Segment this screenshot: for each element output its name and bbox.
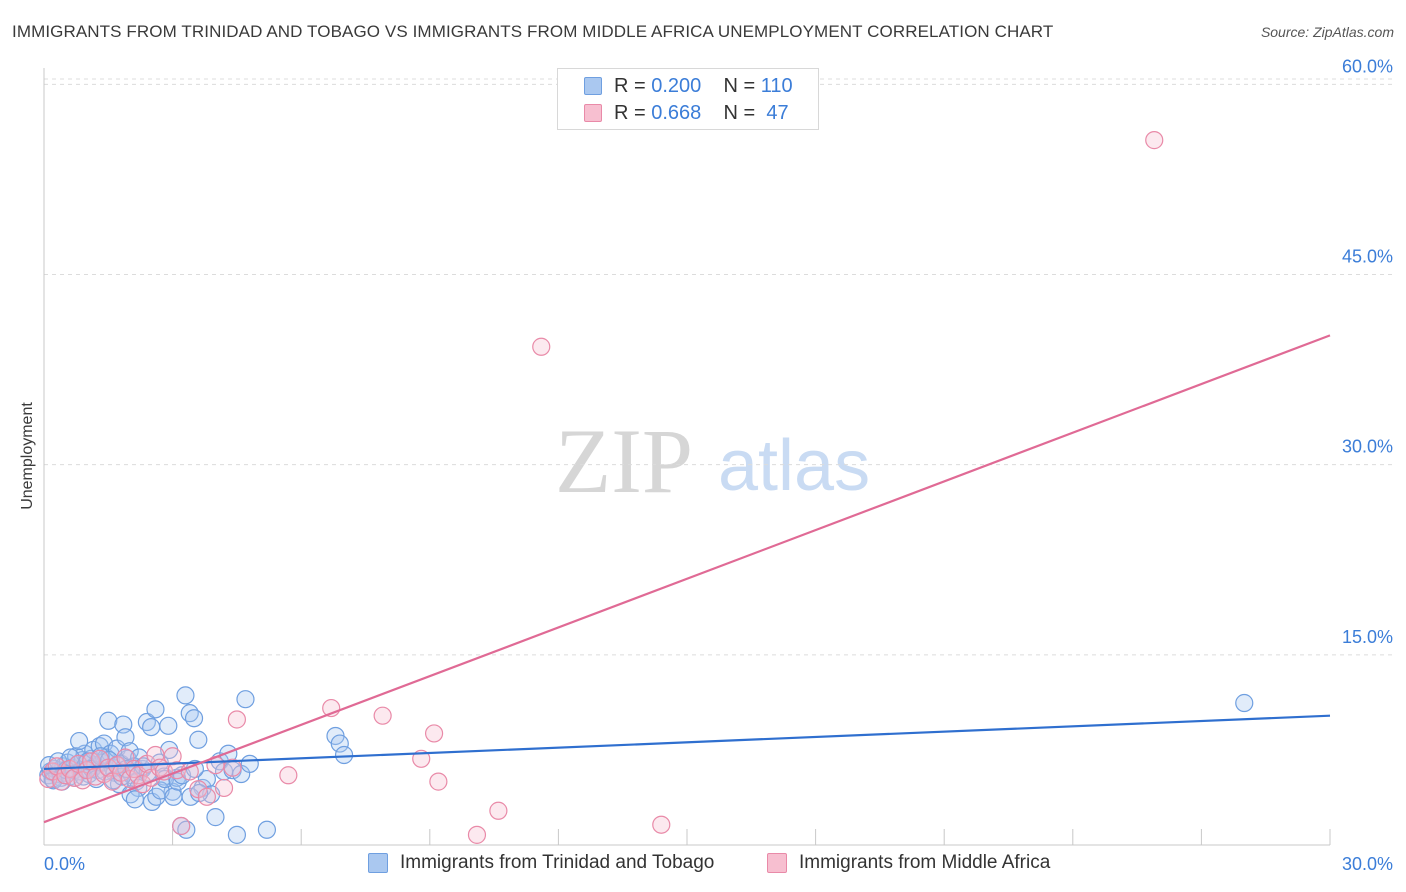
tick-labels: 15.0% 30.0% 45.0% 60.0% 0.0% 30.0% [44,56,1393,874]
data-point-middle-africa [214,778,234,798]
data-point-trinidad [206,808,225,827]
data-point-trinidad [240,754,259,773]
legend-text: R = 0.200 N = 110 [614,75,793,98]
series-label-middle-africa: Immigrants from Middle Africa [799,852,1051,873]
data-point-middle-africa [1145,131,1164,150]
n-label: N = [723,75,756,97]
data-point-middle-africa [172,816,191,836]
data-point-trinidad [1235,693,1254,713]
legend-swatch-pink [584,104,602,122]
data-point-middle-africa [652,815,671,834]
data-point-middle-africa [223,758,242,777]
n-value-pink: 47 [766,102,789,124]
data-point-middle-africa [489,801,508,820]
data-point-middle-africa [373,706,392,725]
x-tick-label: 0.0% [44,854,85,874]
legend-text: R = 0.668 N = 47 [614,102,789,125]
y-tick-label: 15.0% [1342,627,1393,647]
data-point-middle-africa [227,710,246,729]
data-point-middle-africa [532,337,551,356]
chart-title: IMMIGRANTS FROM TRINIDAD AND TOBAGO VS I… [12,22,1054,41]
data-point-trinidad [159,716,178,735]
data-point-trinidad [176,686,195,705]
data-point-middle-africa [467,825,487,844]
data-point-trinidad [184,709,204,728]
data-point-middle-africa [163,747,182,766]
trend-lines [43,334,1331,824]
grid-lines [44,78,1392,656]
data-point-trinidad [142,717,161,737]
data-point-middle-africa [197,787,216,806]
watermark: ZIP atlas [555,410,870,512]
trend-line-middle-africa [43,334,1331,824]
data-point-trinidad [227,825,246,844]
y-tick-label: 30.0% [1342,437,1393,457]
data-point-trinidad [189,730,208,749]
data-point-trinidad [116,728,135,747]
data-point-middle-africa [279,766,298,785]
axes [43,68,1331,846]
data-point-trinidad [236,690,255,709]
source-credit: Source: ZipAtlas.com [1260,24,1394,40]
r-label: R = [614,102,646,124]
series-swatch-pink [767,853,787,873]
data-point-trinidad [99,711,118,730]
stats-legend: R = 0.200 N = 110 R = 0.668 N = 47 [557,68,819,130]
y-tick-label: 60.0% [1342,56,1393,76]
data-point-trinidad [334,745,354,765]
data-point-trinidad [146,700,165,719]
y-tick-label: 45.0% [1342,246,1393,266]
data-point-trinidad [70,731,89,751]
data-point-trinidad [181,787,200,806]
x-tick-label: 30.0% [1342,854,1393,874]
data-point-trinidad [125,790,144,809]
trend-line-trinidad [43,714,1331,771]
r-value-pink: 0.668 [651,102,702,124]
n-value-blue: 110 [760,75,793,97]
r-value-blue: 0.200 [651,75,702,97]
data-point-trinidad [164,787,183,806]
series-label-trinidad: Immigrants from Trinidad and Tobago [400,852,715,873]
data-point-trinidad [257,820,277,839]
legend-swatch-blue [584,77,602,95]
watermark-zip: ZIP [555,410,693,512]
series-swatch-blue [368,853,388,873]
data-point-middle-africa [429,772,448,791]
data-point-middle-africa [424,724,444,743]
watermark-atlas: atlas [718,426,870,506]
r-label: R = [614,75,646,97]
data-point-trinidad [330,734,349,753]
n-label: N = [723,102,756,124]
